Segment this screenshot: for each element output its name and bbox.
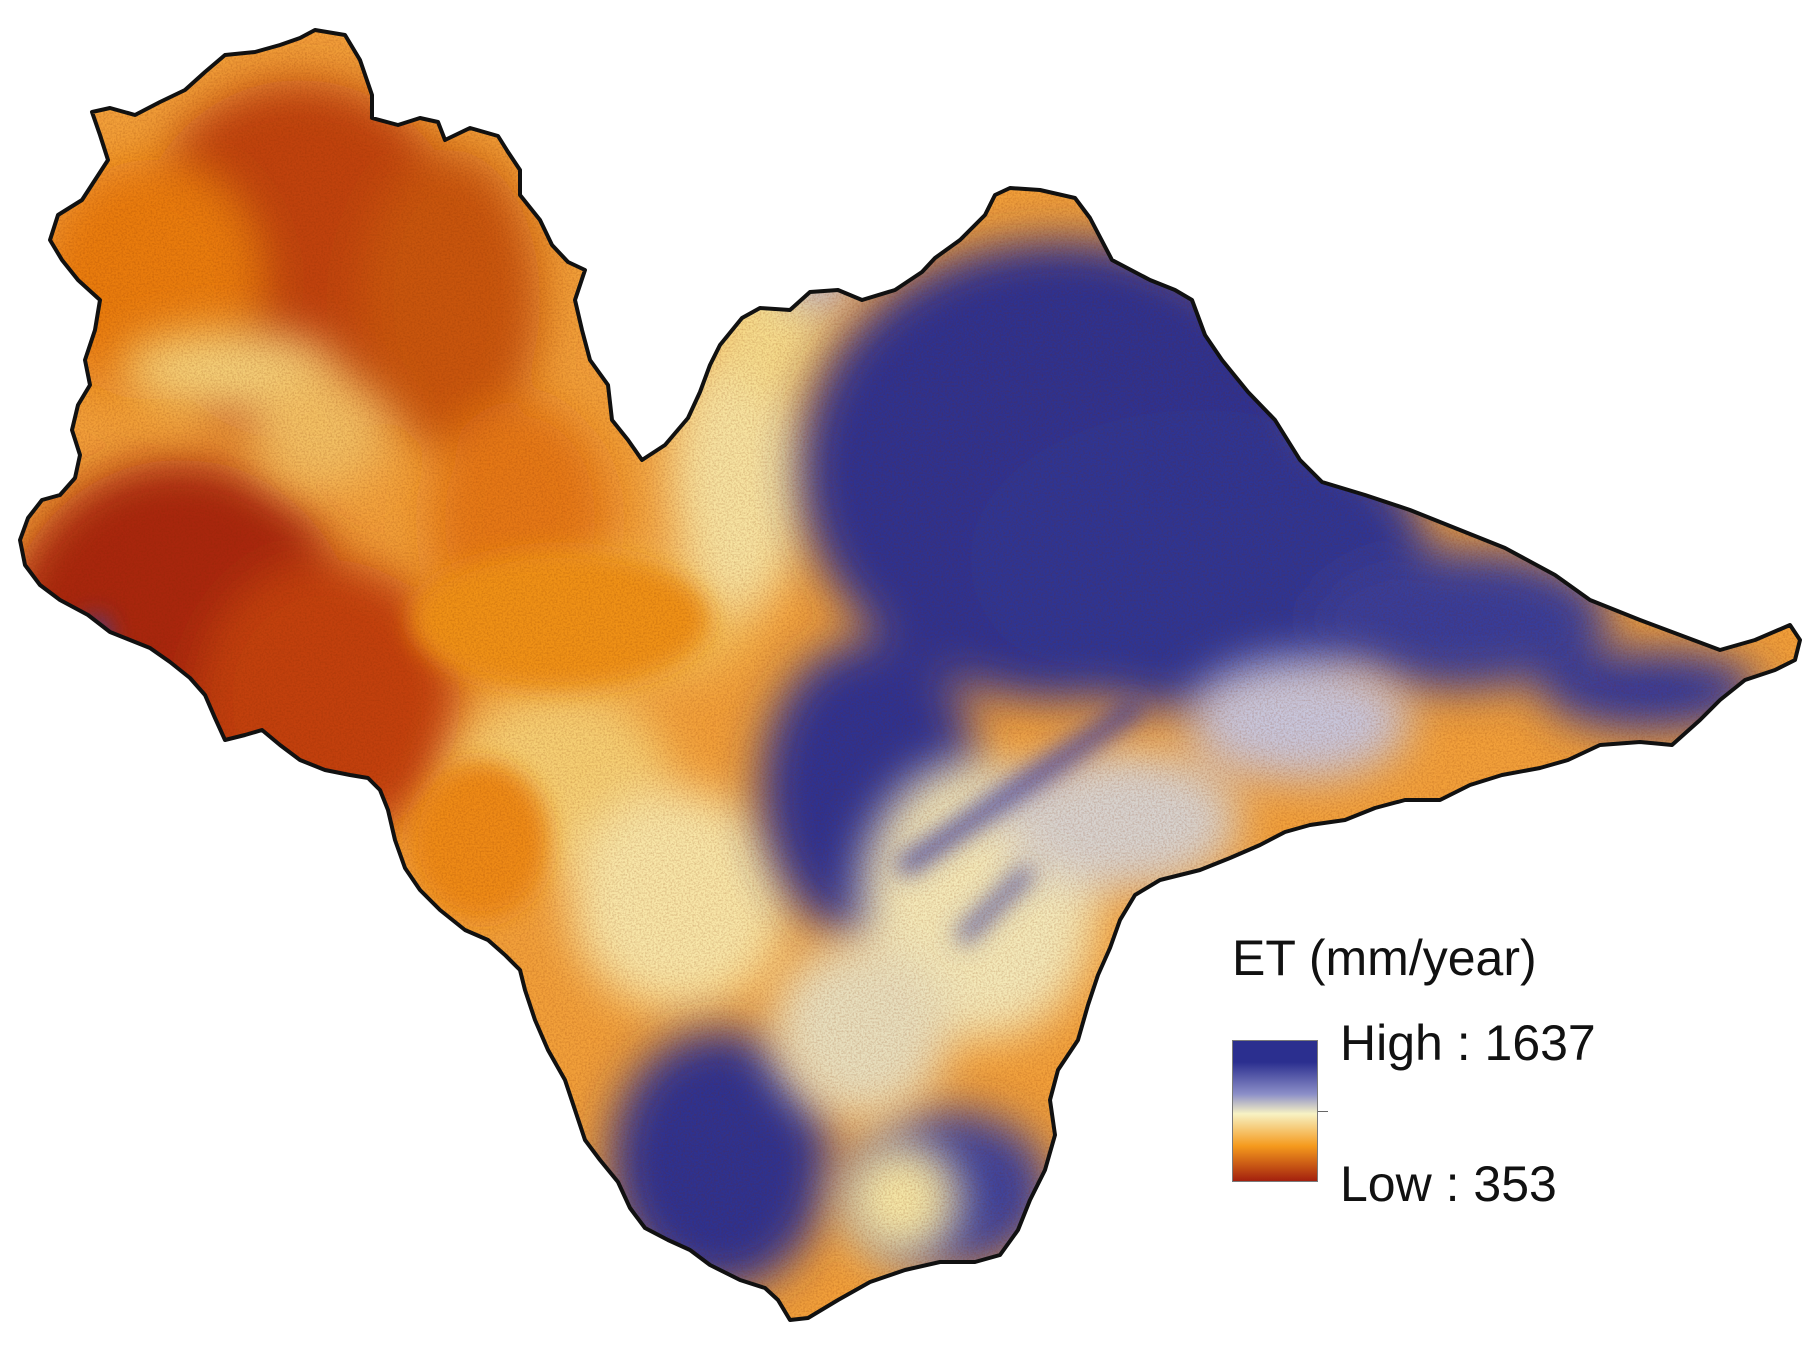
legend-high-label: High : 1637 [1340, 1015, 1596, 1071]
legend-color-ramp [1232, 1040, 1318, 1182]
legend-title: ET (mm/year) [1232, 930, 1537, 986]
legend-mid-tick [1318, 1111, 1328, 1112]
legend-low-label: Low : 353 [1340, 1156, 1557, 1212]
